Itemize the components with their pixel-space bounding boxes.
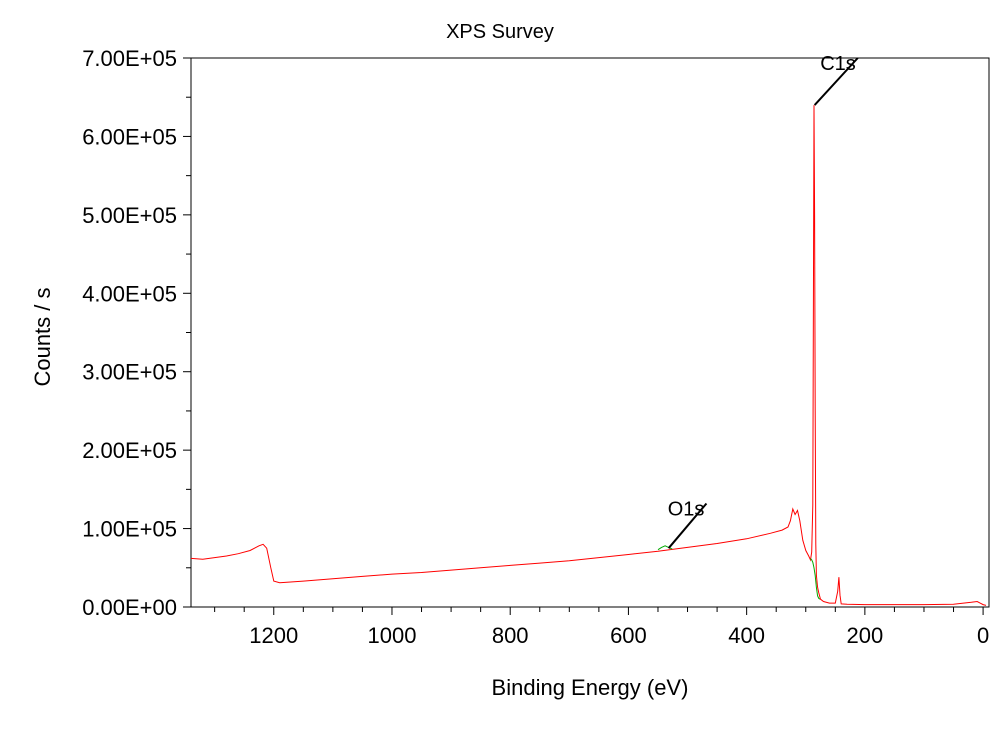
- plot-frame: [190, 57, 990, 608]
- spectrum-lines: [190, 105, 987, 606]
- x-tick-label: 1000: [368, 623, 417, 648]
- annotation-leader-line: [813, 57, 859, 106]
- series-line-0: [190, 105, 987, 606]
- x-axis-label: Binding Energy (eV): [492, 675, 689, 700]
- y-tick-label: 2.00E+05: [82, 438, 177, 463]
- annotation-label: O1s: [668, 498, 705, 520]
- y-tick-label: 1.00E+05: [82, 517, 177, 542]
- x-axis-ticks: 1200 1000 800 600 400 200 0: [214, 607, 989, 648]
- annotation-label: C1s: [820, 53, 856, 75]
- y-tick-label: 5.00E+05: [82, 203, 177, 228]
- x-tick-label: 1200: [249, 623, 298, 648]
- y-tick-label: 6.00E+05: [82, 124, 177, 149]
- y-tick-label: 0.00E+00: [82, 595, 177, 620]
- x-tick-label: 800: [492, 623, 529, 648]
- x-tick-label: 0: [977, 623, 989, 648]
- peak-annotations: O1s C1s: [667, 53, 859, 549]
- y-tick-label: 3.00E+05: [82, 360, 177, 385]
- x-tick-label: 200: [847, 623, 884, 648]
- y-tick-label: 4.00E+05: [82, 281, 177, 306]
- y-axis-label: Counts / s: [30, 287, 55, 386]
- y-axis-ticks: 0.00E+00 1.00E+05 2.00E+05 3.00E+05 4.00E+05…: [82, 46, 191, 620]
- chart-title: XPS Survey: [446, 21, 554, 43]
- y-tick-label: 7.00E+05: [82, 46, 177, 71]
- series-line-2: [810, 558, 821, 600]
- x-tick-label: 400: [728, 623, 765, 648]
- x-tick-label: 600: [610, 623, 647, 648]
- annotation-leader-line: [667, 502, 708, 549]
